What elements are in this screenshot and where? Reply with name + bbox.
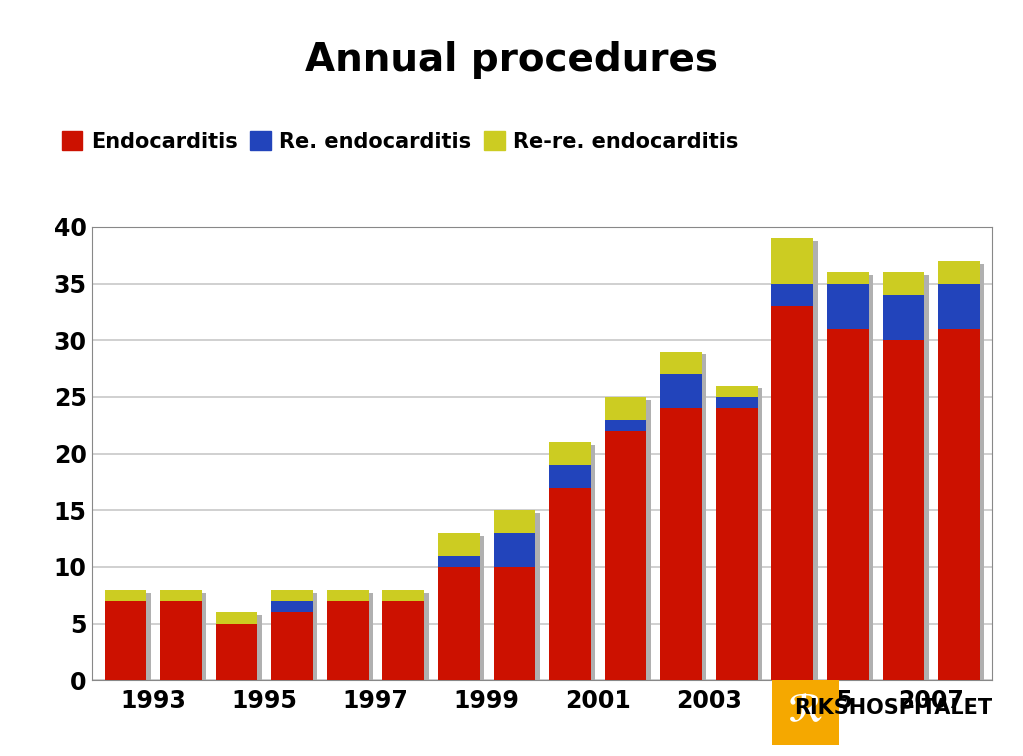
Bar <box>827 272 869 284</box>
Bar <box>327 590 368 601</box>
Bar <box>104 590 146 601</box>
Text: RIKSHOSPITALET: RIKSHOSPITALET <box>794 699 992 718</box>
Bar <box>331 593 373 683</box>
Bar <box>438 567 480 680</box>
Text: Annual procedures: Annual procedures <box>305 42 718 79</box>
Bar <box>942 264 984 683</box>
Bar <box>660 374 702 408</box>
Bar <box>660 408 702 680</box>
Bar <box>383 601 425 680</box>
Bar <box>665 355 707 683</box>
Bar <box>605 420 647 431</box>
Bar <box>832 275 873 683</box>
Bar <box>104 601 146 680</box>
Bar <box>938 284 980 329</box>
Bar <box>220 615 262 683</box>
Bar <box>716 408 757 680</box>
Bar <box>605 397 647 420</box>
Bar <box>493 510 535 533</box>
Bar <box>938 261 980 284</box>
Bar <box>216 624 258 680</box>
Bar <box>771 284 813 306</box>
Bar <box>165 593 207 683</box>
Bar <box>605 431 647 680</box>
Bar <box>387 593 429 683</box>
Bar <box>775 241 817 683</box>
Bar <box>553 445 595 683</box>
Bar <box>827 329 869 680</box>
Bar <box>827 284 869 329</box>
Bar <box>498 513 540 683</box>
FancyBboxPatch shape <box>769 677 842 748</box>
Bar <box>383 590 425 601</box>
Bar <box>883 272 924 295</box>
Bar <box>720 389 762 683</box>
Bar <box>216 612 258 624</box>
Bar <box>161 590 202 601</box>
Bar <box>716 386 757 397</box>
Bar <box>938 329 980 680</box>
Bar <box>883 295 924 340</box>
Bar <box>716 397 757 408</box>
Bar <box>771 238 813 284</box>
Bar <box>549 442 591 465</box>
Bar <box>887 275 929 683</box>
Bar <box>493 567 535 680</box>
Bar <box>442 536 484 683</box>
Bar <box>276 593 317 683</box>
Bar <box>271 612 313 680</box>
Bar <box>771 306 813 680</box>
Bar <box>161 601 202 680</box>
Bar <box>271 601 313 612</box>
Bar <box>438 556 480 567</box>
Bar <box>660 352 702 374</box>
Bar <box>327 601 368 680</box>
Text: ℛ: ℛ <box>789 694 822 728</box>
Bar <box>438 533 480 556</box>
Bar <box>549 465 591 488</box>
Bar <box>109 593 150 683</box>
Legend: Endocarditis, Re. endocarditis, Re-re. endocarditis: Endocarditis, Re. endocarditis, Re-re. e… <box>61 132 739 152</box>
Bar <box>493 533 535 567</box>
Bar <box>883 340 924 680</box>
Bar <box>271 590 313 601</box>
Bar <box>609 400 651 683</box>
Bar <box>549 488 591 680</box>
